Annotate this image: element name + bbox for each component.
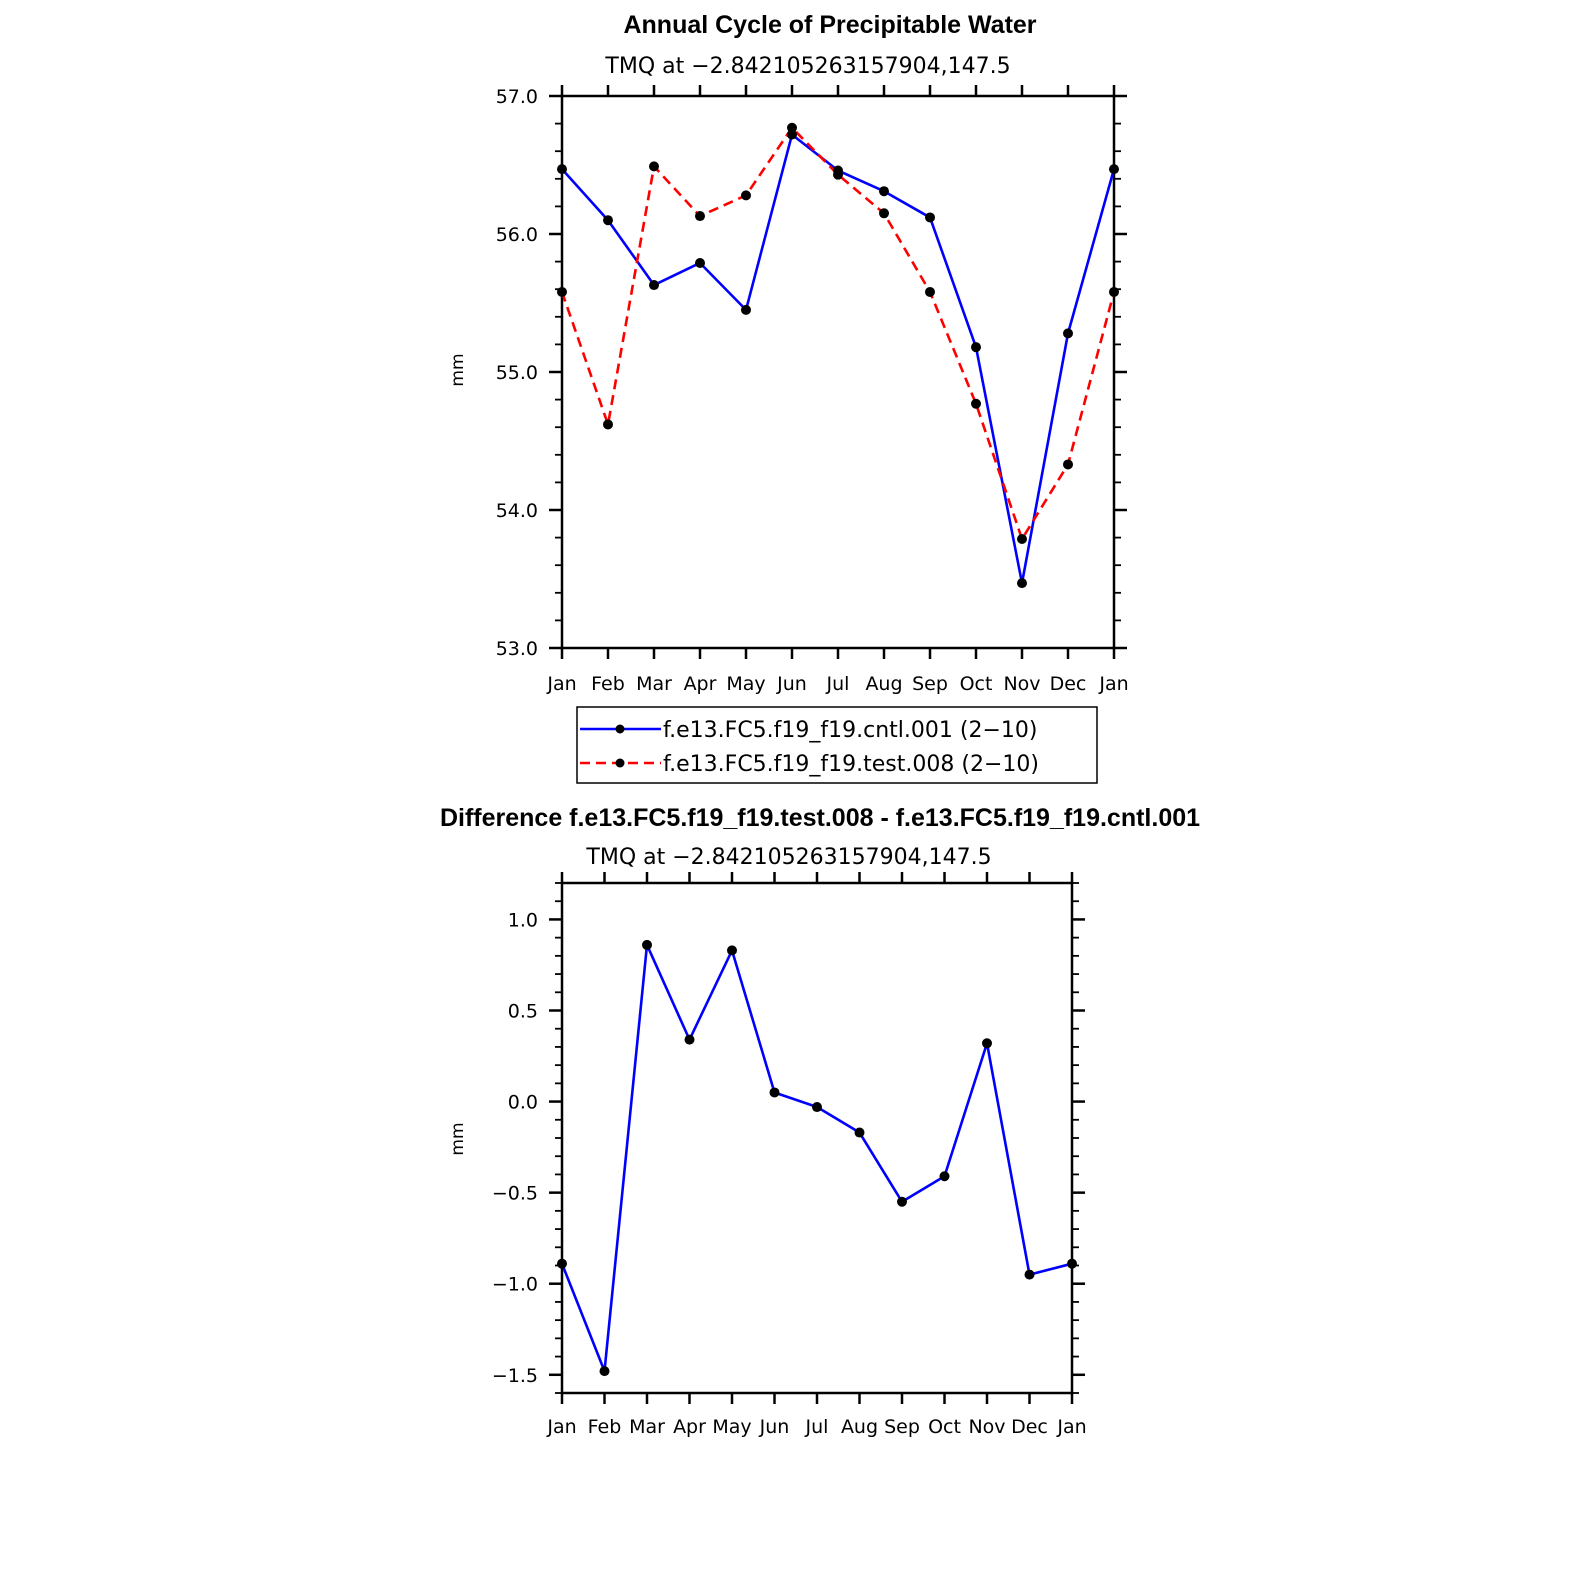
y-tick-label: 1.0 bbox=[508, 909, 538, 931]
plot-marks bbox=[557, 939, 1077, 1377]
data-point bbox=[741, 190, 751, 201]
y-axis-label: mm bbox=[448, 353, 468, 386]
difference-chart: Difference f.e13.FC5.f19_f19.test.008 - … bbox=[440, 804, 1200, 1438]
series-line-0 bbox=[561, 133, 1116, 585]
legend-box bbox=[576, 706, 1098, 784]
x-tick-label: Apr bbox=[673, 1416, 706, 1438]
data-point bbox=[939, 1171, 950, 1182]
data-point bbox=[1063, 328, 1073, 339]
y-tick-label: 55.0 bbox=[496, 362, 538, 384]
plot-axes: Jan Feb Mar Apr May Jun Jul Aug Sep Oct Nov Dec Jan −… bbox=[492, 872, 1087, 1438]
x-tick-label: Nov bbox=[968, 1416, 1005, 1438]
x-tick-label: Jun bbox=[759, 1416, 790, 1438]
data-point bbox=[695, 257, 705, 268]
data-point bbox=[557, 286, 567, 297]
data-point bbox=[557, 1258, 567, 1269]
x-tick-label: Dec bbox=[1011, 1416, 1048, 1438]
data-point bbox=[741, 304, 751, 315]
x-tick-label: Mar bbox=[636, 673, 672, 695]
data-point bbox=[925, 212, 935, 223]
x-tick-label: Jul bbox=[826, 673, 850, 695]
data-point bbox=[897, 1196, 907, 1207]
x-tick-label: Jul bbox=[805, 1416, 829, 1438]
x-tick-label: Jan bbox=[1056, 1416, 1086, 1438]
data-point bbox=[787, 122, 797, 133]
y-axis-label: mm bbox=[448, 1122, 468, 1155]
plot-frame bbox=[560, 881, 1074, 1395]
y-tick-label: 0.0 bbox=[508, 1092, 538, 1114]
y-tick-label: 53.0 bbox=[496, 638, 538, 660]
x-tick-label: Jan bbox=[1098, 673, 1128, 695]
x-tick-label: Sep bbox=[884, 1416, 920, 1438]
x-tick-label: Aug bbox=[841, 1416, 878, 1438]
plot-marks bbox=[557, 122, 1119, 589]
plot-axes: Jan Feb Mar Apr May Jun Jul Aug Sep Oct Nov Dec Jan 5… bbox=[496, 85, 1129, 695]
series-line-0 bbox=[560, 943, 1073, 1373]
y-tick-label: −0.5 bbox=[492, 1183, 538, 1205]
data-point bbox=[649, 280, 659, 291]
data-point bbox=[557, 164, 567, 175]
y-tick-label: −1.0 bbox=[492, 1274, 538, 1296]
data-point bbox=[1024, 1269, 1035, 1280]
x-tick-label: Mar bbox=[629, 1416, 665, 1438]
y-tick-label: 57.0 bbox=[496, 86, 538, 108]
data-point bbox=[971, 342, 981, 353]
x-tick-label: Sep bbox=[912, 673, 948, 695]
y-tick-label: 0.5 bbox=[508, 1001, 538, 1023]
data-point bbox=[971, 398, 981, 409]
legend-label-test: f.e13.FC5.f19_f19.test.008 (2−10) bbox=[663, 752, 1039, 777]
x-tick-label: Oct bbox=[928, 1416, 961, 1438]
legend-marker-test bbox=[615, 758, 625, 768]
y-tick-label: 54.0 bbox=[496, 500, 538, 522]
y-tick-label: 56.0 bbox=[496, 224, 538, 246]
data-point bbox=[769, 1087, 780, 1098]
data-point bbox=[812, 1102, 822, 1113]
legend-marker-cntl bbox=[615, 724, 625, 734]
x-tick-label: Feb bbox=[591, 673, 625, 695]
data-point bbox=[879, 208, 889, 219]
x-tick-label: Aug bbox=[865, 673, 902, 695]
data-point bbox=[727, 945, 737, 956]
x-tick-label: Feb bbox=[588, 1416, 622, 1438]
chart-subtitle: TMQ at −2.842105263157904,147.5 bbox=[585, 845, 991, 870]
legend-label-cntl: f.e13.FC5.f19_f19.cntl.001 (2−10) bbox=[663, 718, 1037, 743]
chart-title: Difference f.e13.FC5.f19_f19.test.008 - … bbox=[440, 804, 1200, 832]
y-tick-label: −1.5 bbox=[492, 1365, 538, 1387]
data-point bbox=[642, 939, 652, 950]
x-tick-label: Nov bbox=[1003, 673, 1040, 695]
chart-subtitle: TMQ at −2.842105263157904,147.5 bbox=[604, 54, 1010, 79]
x-tick-label: Jan bbox=[546, 1416, 576, 1438]
data-point bbox=[603, 419, 613, 430]
data-point bbox=[649, 161, 659, 172]
data-point bbox=[599, 1366, 610, 1377]
data-point bbox=[879, 186, 889, 197]
data-point bbox=[787, 129, 797, 140]
x-tick-label: Apr bbox=[684, 673, 717, 695]
data-point bbox=[854, 1127, 865, 1138]
data-point bbox=[1067, 1258, 1077, 1269]
data-point bbox=[1109, 286, 1119, 297]
data-point bbox=[603, 215, 613, 226]
x-tick-label: Oct bbox=[960, 673, 993, 695]
x-tick-label: Jan bbox=[546, 673, 576, 695]
x-tick-label: Dec bbox=[1050, 673, 1087, 695]
annual-cycle-chart: Annual Cycle of Precipitable Water TMQ a… bbox=[448, 11, 1129, 784]
x-tick-label: May bbox=[726, 673, 765, 695]
chart-title: Annual Cycle of Precipitable Water bbox=[623, 11, 1036, 39]
data-point bbox=[695, 211, 705, 222]
data-point bbox=[1017, 578, 1027, 589]
series-line-1 bbox=[560, 126, 1116, 541]
data-point bbox=[982, 1038, 992, 1049]
data-point bbox=[833, 169, 843, 180]
x-tick-label: May bbox=[712, 1416, 751, 1438]
x-tick-label: Jun bbox=[776, 673, 807, 695]
data-point bbox=[1109, 164, 1119, 175]
data-point bbox=[925, 286, 935, 297]
legend: f.e13.FC5.f19_f19.cntl.001 (2−10) f.e13.… bbox=[576, 706, 1098, 784]
data-point bbox=[1063, 459, 1073, 470]
data-point bbox=[1017, 533, 1027, 544]
data-point bbox=[684, 1034, 695, 1045]
